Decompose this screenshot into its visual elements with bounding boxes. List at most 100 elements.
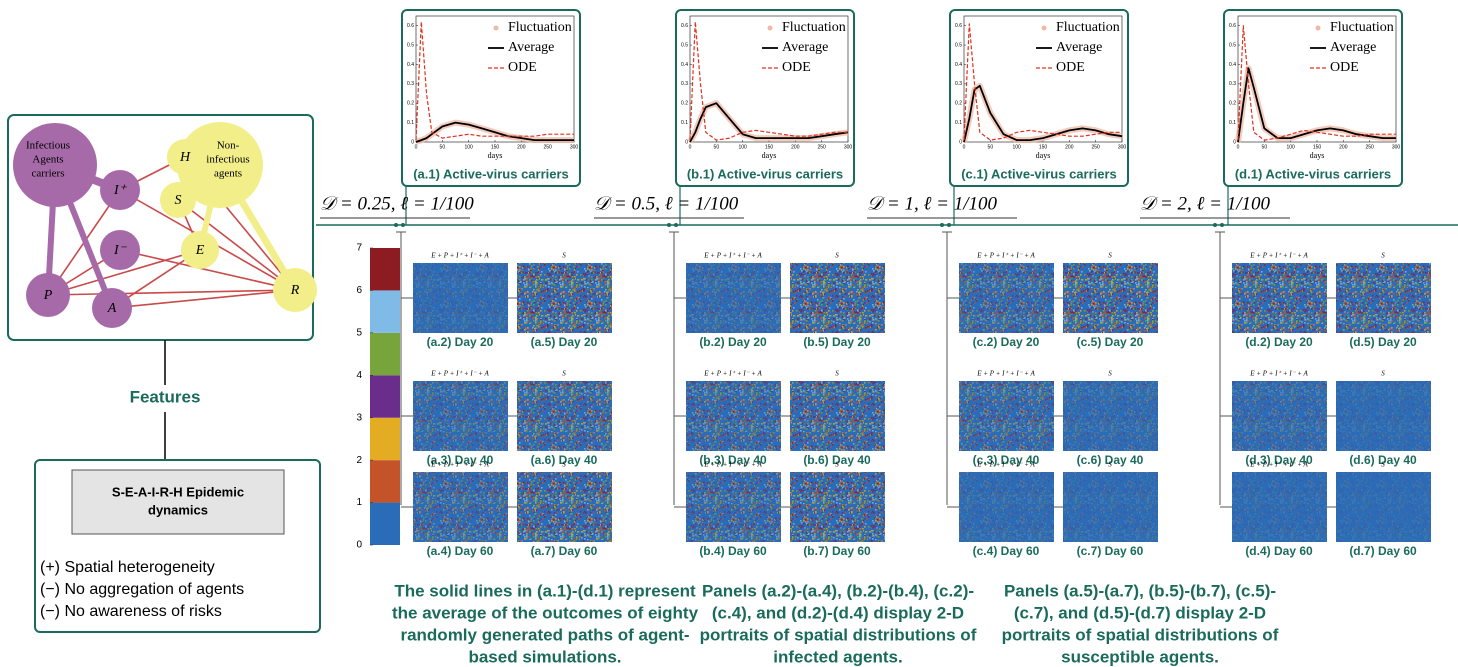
- y-tick-label: 0.1: [407, 120, 414, 126]
- legend-label: Average: [1330, 40, 1376, 55]
- x-tick-label: 0: [689, 144, 692, 150]
- x-tick-label: 100: [738, 144, 747, 150]
- blob-link: [52, 163, 115, 310]
- colorbar-label: 5: [356, 327, 362, 338]
- panel-formula: S: [562, 252, 566, 260]
- x-tick-label: 200: [1065, 144, 1074, 150]
- x-tick-label: 200: [1339, 144, 1348, 150]
- note-line: The solid lines in (a.1)-(d.1) represent: [394, 581, 696, 600]
- panel-caption: (c.5) Day 20: [1077, 335, 1144, 349]
- x-tick-label: 50: [714, 144, 720, 150]
- x-tick-label: 300: [1118, 144, 1127, 150]
- model-name: S-E-A-I-R-H Epidemic: [112, 484, 244, 499]
- legend-label: Fluctuation: [782, 20, 846, 35]
- y-tick-label: 0.4: [681, 62, 688, 68]
- note-line: randomly generated paths of agent-: [400, 625, 689, 644]
- y-tick-label: 0.1: [681, 120, 688, 126]
- x-tick-label: 250: [1365, 144, 1374, 150]
- feature-item: (+) Spatial heterogeneity: [40, 559, 215, 576]
- panel-caption: (a.5) Day 20: [531, 335, 598, 349]
- legend-swatch: [767, 25, 773, 31]
- panel-formula: E + P + I⁺ + I⁻ + A: [703, 252, 762, 260]
- panel-formula: E + P + I⁺ + I⁻ + A: [1249, 252, 1308, 260]
- junction: [940, 223, 944, 227]
- legend-label: Fluctuation: [1056, 20, 1120, 35]
- legend-label: ODE: [782, 60, 811, 75]
- colorbar-segment: [370, 248, 400, 291]
- blob-label: infectious: [206, 154, 249, 166]
- colorbar-segment: [370, 460, 400, 503]
- spatial-texture: [1336, 472, 1431, 542]
- x-tick-label: 250: [1091, 144, 1100, 150]
- panel-formula: E + P + I⁺ + I⁻ + A: [976, 370, 1035, 378]
- panel-formula: S: [1381, 370, 1385, 378]
- spatial-texture: [1232, 381, 1327, 451]
- spatial-texture: [686, 472, 781, 542]
- panel-caption: (c.4) Day 60: [973, 544, 1040, 558]
- series-line: [415, 21, 574, 141]
- y-tick-label: 0: [1233, 139, 1236, 145]
- node: [181, 231, 219, 269]
- x-tick-label: 150: [1313, 144, 1322, 150]
- parameter-label: 𝒟 = 0.5, ℓ = 1/100: [594, 193, 739, 214]
- spatial-texture: [959, 472, 1054, 542]
- edge: [47, 289, 296, 296]
- spatial-texture: [517, 472, 612, 542]
- x-tick-label: 100: [464, 144, 473, 150]
- colorbar-segment: [370, 290, 400, 333]
- spatial-texture: [959, 381, 1054, 451]
- spatial-texture: [413, 472, 508, 542]
- spatial-texture: [959, 263, 1054, 333]
- node: [100, 170, 140, 210]
- spatial-texture: [790, 263, 885, 333]
- panel-formula: E + P + I⁺ + I⁻ + A: [430, 461, 489, 469]
- junction: [1220, 223, 1224, 227]
- panel-caption: (b.7) Day 60: [803, 544, 871, 558]
- y-tick-label: 0.6: [955, 23, 962, 29]
- blob-link: [216, 163, 299, 292]
- notes: The solid lines in (a.1)-(d.1) represent…: [392, 581, 1279, 666]
- note-line: portraits of spatial distributions of: [700, 625, 977, 644]
- y-tick-label: 0.4: [955, 62, 962, 68]
- parameter-label: 𝒟 = 2, ℓ = 1/100: [1140, 193, 1270, 214]
- blob-label: Non-: [217, 140, 240, 152]
- y-tick-label: 0.6: [1229, 23, 1236, 29]
- spatial-texture: [1232, 472, 1327, 542]
- note-line: infected agents.: [773, 647, 902, 666]
- node-label: P: [43, 288, 53, 303]
- y-tick-label: 0.5: [681, 42, 688, 48]
- panel-caption: (d.2) Day 20: [1245, 335, 1313, 349]
- y-tick-label: 0.4: [407, 62, 414, 68]
- legend-label: Fluctuation: [508, 20, 572, 35]
- node: [92, 288, 132, 328]
- chart-caption: (a.1) Active-virus carriers: [413, 166, 569, 181]
- panel-formula: S: [1381, 252, 1385, 260]
- blob-label: agents: [214, 168, 242, 180]
- x-tick-label: 200: [517, 144, 526, 150]
- x-tick-label: 50: [988, 144, 994, 150]
- colorbar-segment: [370, 375, 400, 418]
- x-tick-label: 100: [1286, 144, 1295, 150]
- series-line: [689, 21, 848, 141]
- spatial-texture: [1063, 381, 1158, 451]
- node-label: E: [195, 243, 205, 258]
- node-labels: I⁺ I⁻ P A H S E R: [43, 150, 300, 316]
- y-tick-label: 0.2: [407, 101, 414, 107]
- colorbar-segment: [370, 332, 400, 376]
- parameter-label: 𝒟 = 1, ℓ = 1/100: [867, 193, 997, 214]
- chart-caption: (c.1) Active-virus carriers: [961, 166, 1117, 181]
- y-tick-label: 0.1: [1229, 120, 1236, 126]
- panel-caption: (c.7) Day 60: [1077, 544, 1144, 558]
- x-tick-label: 100: [1012, 144, 1021, 150]
- panel-caption: (d.4) Day 60: [1245, 544, 1313, 558]
- x-axis-label: days: [1036, 151, 1051, 160]
- y-tick-label: 0.5: [1229, 42, 1236, 48]
- legend-label: Fluctuation: [1330, 20, 1394, 35]
- note-line: Panels (a.2)-(a.4), (b.2)-(b.4), (c.2)-: [702, 581, 974, 600]
- panel-formula: E + P + I⁺ + I⁻ + A: [1249, 461, 1308, 469]
- colorbar-label: 3: [356, 412, 362, 423]
- panel-caption: (a.4) Day 60: [427, 544, 494, 558]
- chart-caption: (b.1) Active-virus carriers: [687, 166, 843, 181]
- node: [273, 268, 317, 312]
